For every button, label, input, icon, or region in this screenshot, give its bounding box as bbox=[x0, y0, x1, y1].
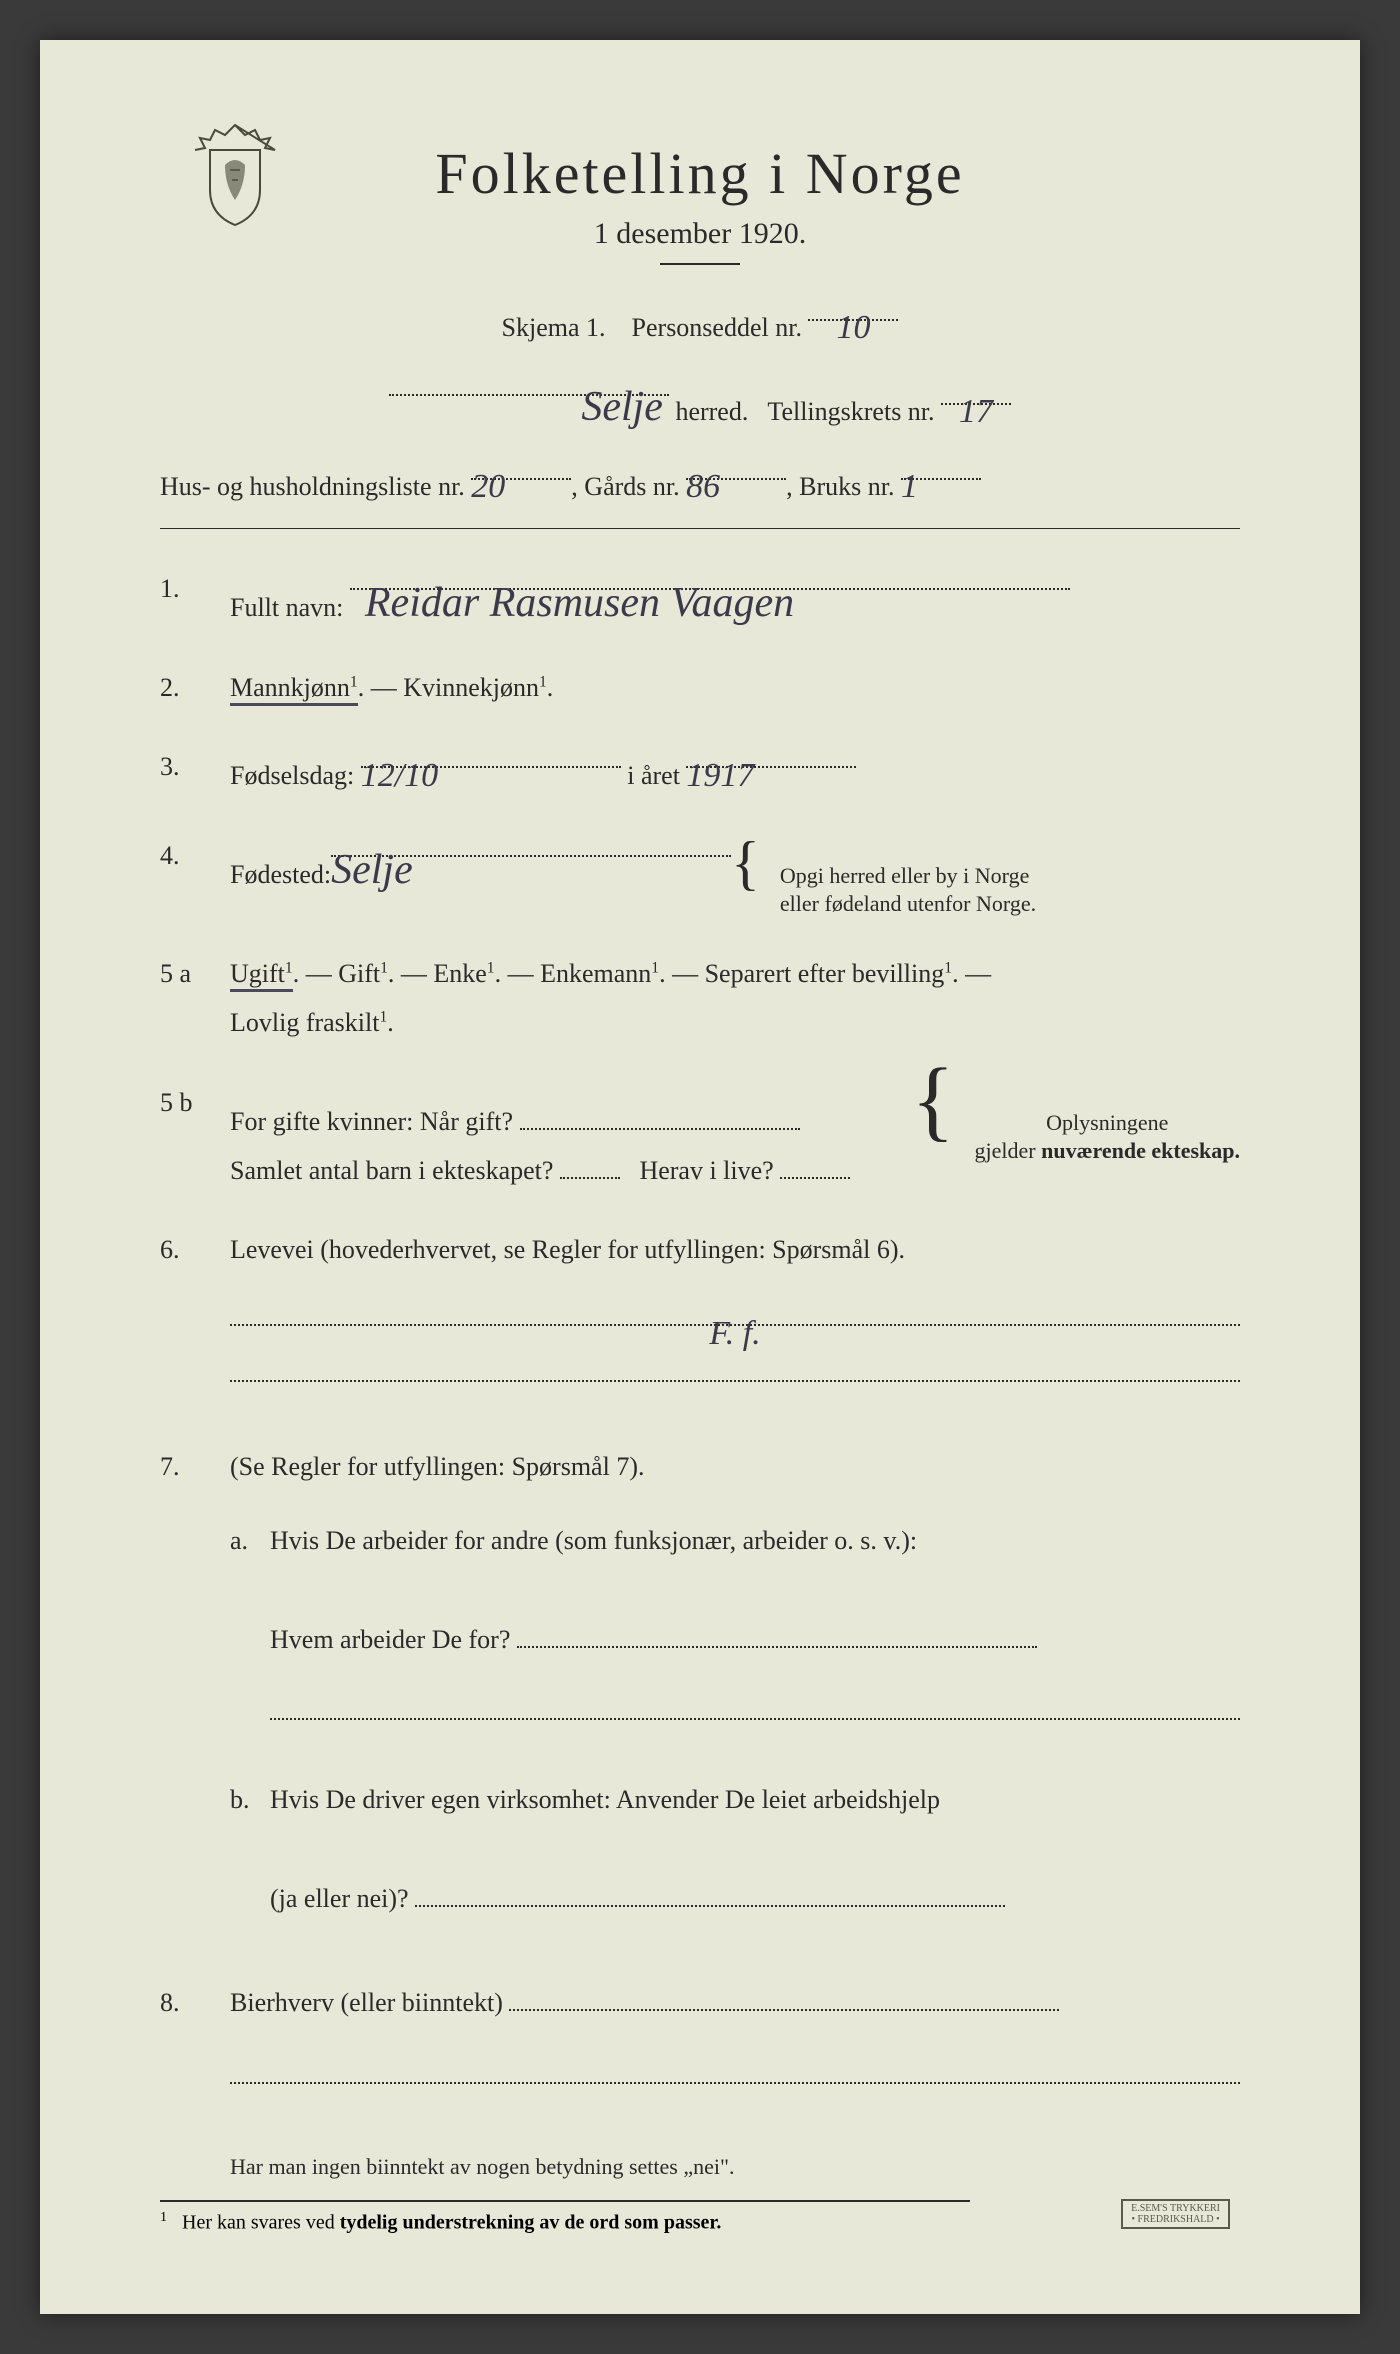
questions-section: 1. Fullt navn: Reidar Rasmusen Vaagen 2.… bbox=[160, 564, 1240, 2113]
q3-label: Fødselsdag: bbox=[230, 761, 354, 790]
q5a-widower: Enkemann1 bbox=[540, 959, 659, 988]
footnote-marker: 1 bbox=[160, 2210, 167, 2225]
section-divider bbox=[160, 528, 1240, 529]
footer-note: Har man ingen biinntekt av nogen betydni… bbox=[230, 2154, 1240, 2180]
question-7: 7. (Se Regler for utfyllingen: Spørsmål … bbox=[160, 1442, 1240, 1949]
q5a-number: 5 a bbox=[160, 949, 230, 1048]
q5b-alive: Herav i live? bbox=[639, 1156, 773, 1185]
use-number: 1 bbox=[901, 456, 918, 517]
q5b-number: 5 b bbox=[160, 1078, 230, 1196]
q5a-unmarried: Ugift1 bbox=[230, 959, 293, 992]
coat-of-arms-icon bbox=[190, 120, 280, 230]
form-header: Folketelling i Norge 1 desember 1920. bbox=[160, 140, 1240, 265]
form-id-line: Skjema 1. Personseddel nr. 10 bbox=[160, 295, 1240, 352]
printer-stamp: E.SEM'S TRYKKERI • FREDRIKSHALD • bbox=[1121, 2199, 1230, 2229]
form-date: 1 desember 1920. bbox=[160, 217, 1240, 251]
q1-answer: Reidar Rasmusen Vaagen bbox=[365, 564, 794, 644]
q2-female: Kvinnekjønn1 bbox=[403, 673, 547, 702]
q7-label: (Se Regler for utfyllingen: Spørsmål 7). bbox=[230, 1452, 644, 1481]
footnote: 1 Her kan svares ved tydelig understrekn… bbox=[160, 2200, 970, 2235]
herred-line: Selje herred. Tellingskrets nr. 17 bbox=[160, 370, 1240, 436]
question-1: 1. Fullt navn: Reidar Rasmusen Vaagen bbox=[160, 564, 1240, 632]
footnote-bold: tydelig understrekning av de ord som pas… bbox=[340, 2211, 722, 2233]
q7a-line2: Hvem arbeider De for? bbox=[270, 1625, 510, 1654]
use-label: Bruks nr. bbox=[799, 472, 894, 501]
question-6: 6. Levevei (hovederhvervet, se Regler fo… bbox=[160, 1225, 1240, 1411]
q4-note: Opgi herred eller by i Norge eller fødel… bbox=[780, 862, 1036, 919]
q3-day: 12/10 bbox=[361, 744, 438, 809]
q1-label: Fullt navn: bbox=[230, 593, 343, 622]
question-7a: a. Hvis De arbeider for andre (som funks… bbox=[230, 1516, 1240, 1750]
q1-number: 1. bbox=[160, 564, 230, 632]
question-8: 8. Bierhverv (eller biinntekt) bbox=[160, 1978, 1240, 2113]
household-number: 20 bbox=[471, 456, 505, 517]
q7b-line1: Hvis De driver egen virksomhet: Anvender… bbox=[270, 1785, 940, 1814]
q4-answer: Selje bbox=[331, 831, 413, 911]
footnote-text: Her kan svares ved bbox=[182, 2211, 335, 2233]
q3-number: 3. bbox=[160, 742, 230, 800]
q6-label: Levevei (hovederhvervet, se Regler for u… bbox=[230, 1235, 905, 1264]
q6-number: 6. bbox=[160, 1225, 230, 1411]
q8-number: 8. bbox=[160, 1978, 230, 2113]
q4-label: Fødested: bbox=[230, 850, 331, 899]
brace-icon: { bbox=[911, 1078, 954, 1123]
q5a-widow: Enke1 bbox=[433, 959, 494, 988]
person-slip-label: Personseddel nr. bbox=[632, 313, 802, 342]
q8-label: Bierhverv (eller biinntekt) bbox=[230, 1988, 503, 2017]
question-4: 4. Fødested: Selje { Opgi herred eller b… bbox=[160, 831, 1240, 919]
question-3: 3. Fødselsdag: 12/10 i året 1917 bbox=[160, 742, 1240, 800]
q5a-separated: Separert efter bevilling1 bbox=[705, 959, 952, 988]
question-7b: b. Hvis De driver egen virksomhet: Anven… bbox=[230, 1775, 1240, 1923]
household-line: Hus- og husholdningsliste nr. 20, Gårds … bbox=[160, 454, 1240, 511]
q2-number: 2. bbox=[160, 663, 230, 712]
q5a-married: Gift1 bbox=[338, 959, 388, 988]
q5b-when-married: For gifte kvinner: Når gift? bbox=[230, 1107, 513, 1136]
question-2: 2. Mannkjønn1. — Kvinnekjønn1. bbox=[160, 663, 1240, 712]
question-5a: 5 a Ugift1. — Gift1. — Enke1. — Enkemann… bbox=[160, 949, 1240, 1048]
farm-number: 86 bbox=[686, 456, 720, 517]
q7a-letter: a. bbox=[230, 1516, 270, 1750]
q5a-divorced: Lovlig fraskilt1 bbox=[230, 1008, 387, 1037]
form-label: Skjema 1. bbox=[502, 313, 606, 342]
district-label: Tellingskrets nr. bbox=[767, 397, 934, 426]
brace-icon: { bbox=[731, 848, 760, 878]
q5b-note: Oplysningene gjelder nuværende ekteskap. bbox=[975, 1109, 1240, 1166]
herred-label: herred. bbox=[675, 397, 748, 426]
q3-year-label: i året bbox=[627, 761, 680, 790]
q7b-line2: (ja eller nei)? bbox=[270, 1884, 409, 1913]
q3-year: 1917 bbox=[686, 744, 754, 809]
form-title: Folketelling i Norge bbox=[160, 140, 1240, 207]
household-label: Hus- og husholdningsliste nr. bbox=[160, 472, 465, 501]
q5b-children: Samlet antal barn i ekteskapet? bbox=[230, 1156, 553, 1185]
divider-line bbox=[660, 263, 740, 265]
census-form-page: Folketelling i Norge 1 desember 1920. Sk… bbox=[40, 40, 1360, 2314]
question-5b: 5 b For gifte kvinner: Når gift? Samlet … bbox=[160, 1078, 1240, 1196]
herred-name: Selje bbox=[581, 370, 663, 446]
q2-male: Mannkjønn1 bbox=[230, 673, 358, 706]
q7b-letter: b. bbox=[230, 1775, 270, 1923]
q4-number: 4. bbox=[160, 831, 230, 919]
q6-answer: F. f. bbox=[709, 1302, 760, 1367]
district-number: 17 bbox=[959, 381, 993, 442]
q7a-line1: Hvis De arbeider for andre (som funksjon… bbox=[270, 1526, 917, 1555]
farm-label: Gårds nr. bbox=[584, 472, 679, 501]
q7-number: 7. bbox=[160, 1442, 230, 1949]
person-slip-number: 10 bbox=[836, 297, 870, 358]
